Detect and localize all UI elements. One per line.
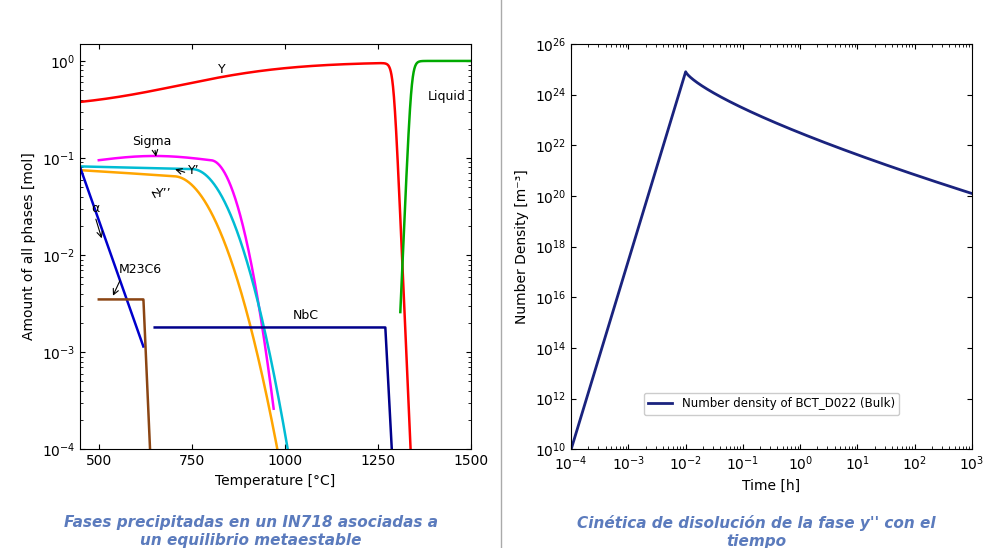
Text: M23C6: M23C6 — [119, 264, 162, 276]
Text: Cinética de disolución de la fase y'' con el
tiempo: Cinética de disolución de la fase y'' co… — [577, 515, 936, 548]
Text: Liquid: Liquid — [428, 89, 466, 102]
Text: Y’’: Y’’ — [156, 187, 172, 199]
Text: Sigma: Sigma — [132, 135, 171, 149]
Text: Y: Y — [217, 63, 225, 76]
X-axis label: Time [h]: Time [h] — [742, 478, 801, 492]
Text: NbC: NbC — [293, 309, 319, 322]
X-axis label: Temperature [°C]: Temperature [°C] — [215, 474, 336, 488]
Y-axis label: Amount of all phases [mol]: Amount of all phases [mol] — [22, 153, 36, 340]
Y-axis label: Number Density [m⁻³]: Number Density [m⁻³] — [515, 169, 529, 324]
Text: Y’: Y’ — [188, 164, 199, 178]
Legend: Number density of BCT_D022 (Bulk): Number density of BCT_D022 (Bulk) — [643, 392, 900, 415]
Text: α: α — [91, 202, 99, 215]
Text: Fases precipitadas en un IN718 asociadas a
un equilibrio metaestable: Fases precipitadas en un IN718 asociadas… — [63, 515, 438, 547]
